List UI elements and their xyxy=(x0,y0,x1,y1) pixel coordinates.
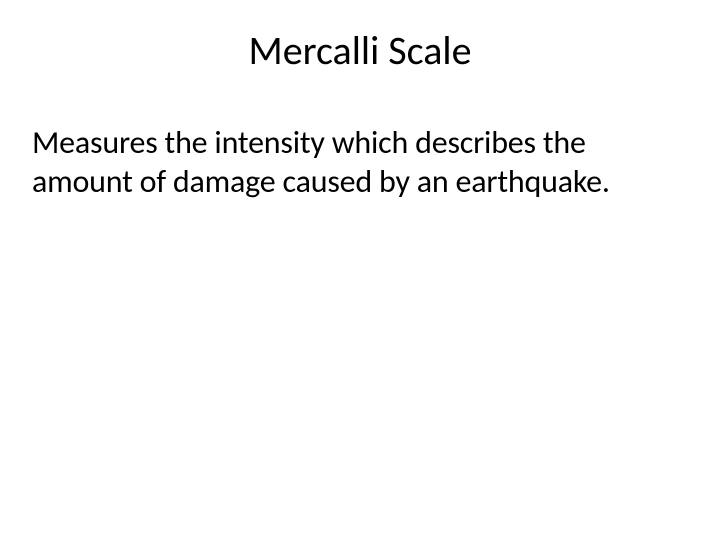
slide-title: Mercalli Scale xyxy=(32,26,688,75)
slide-body-text: Measures the intensity which describes t… xyxy=(32,123,688,201)
slide-container: Mercalli Scale Measures the intensity wh… xyxy=(0,0,720,540)
